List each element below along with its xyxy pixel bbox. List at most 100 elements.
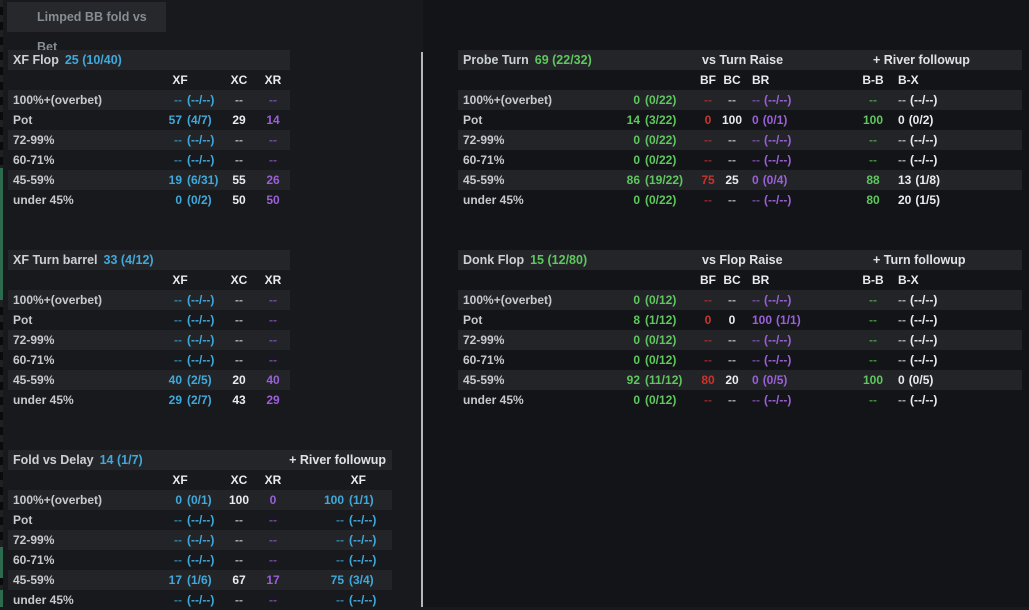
table-row[interactable]: 72-99% -- (--/--) -- -- -- (--/--) xyxy=(8,530,392,550)
bet-value: 0 xyxy=(633,193,640,207)
xf-fraction: (4/7) xyxy=(187,113,212,127)
table-row[interactable]: Pot -- (--/--) -- -- xyxy=(8,310,290,330)
br-cell: -- (--/--) xyxy=(743,150,848,170)
table-stat-fraction: (4/12) xyxy=(120,253,154,267)
table-row[interactable]: 60-71% 0 (0/22) -- -- -- (--/--) -- -- (--/--) xyxy=(458,150,1022,170)
br-cell: 0 (0/1) xyxy=(743,110,848,130)
table-row[interactable]: under 45% 0 (0/2) 50 50 xyxy=(8,190,290,210)
table-row[interactable]: 45-59% 86 (19/22) 75 25 0 (0/4) 88 13 (1/8) xyxy=(458,170,1022,190)
xc-value: -- xyxy=(235,133,243,147)
column-header-row: BF BC BR B-B B-X xyxy=(458,270,1022,290)
row-label: 72-99% xyxy=(13,333,55,347)
col-header-bb: B-B xyxy=(862,73,884,87)
xr-value: -- xyxy=(269,353,277,367)
xr-value: 50 xyxy=(266,193,280,207)
river-xf-value: -- xyxy=(336,513,344,527)
table-row[interactable]: 100%+(overbet) -- (--/--) -- -- xyxy=(8,290,290,310)
table-row[interactable]: 45-59% 19 (6/31) 55 26 xyxy=(8,170,290,190)
row-label: Pot xyxy=(463,313,483,327)
br-value: -- xyxy=(752,93,760,107)
br-cell: -- (--/--) xyxy=(743,90,848,110)
xf-value: -- xyxy=(174,513,182,527)
row-label: Pot xyxy=(13,113,33,127)
table-row[interactable]: 100%+(overbet) -- (--/--) -- -- xyxy=(8,90,290,110)
xf-value: -- xyxy=(174,533,182,547)
xf-value: -- xyxy=(174,293,182,307)
bf-value: -- xyxy=(704,333,712,347)
bet-value: 0 xyxy=(633,393,640,407)
table-row[interactable]: 100%+(overbet) 0 (0/12) -- -- -- (--/--) -- -- (-… xyxy=(458,290,1022,310)
table-row[interactable]: Pot -- (--/--) -- -- -- (--/--) xyxy=(8,510,392,530)
table-row[interactable]: 72-99% 0 (0/22) -- -- -- (--/--) -- -- (--/--) xyxy=(458,130,1022,150)
river-xf-fraction: (3/4) xyxy=(349,573,374,587)
table-row[interactable]: Pot 14 (3/22) 0 100 0 (0/1) 100 0 (0/2) xyxy=(458,110,1022,130)
bet-fraction: (1/12) xyxy=(645,313,677,327)
xf-value: -- xyxy=(174,133,182,147)
table-row[interactable]: 72-99% -- (--/--) -- -- xyxy=(8,130,290,150)
left-edge-strip xyxy=(0,0,3,607)
bet-value: 14 xyxy=(626,113,640,127)
bx-value: 20 xyxy=(898,193,912,207)
col-header-river-xf: XF xyxy=(350,473,366,487)
table-stat-fraction: (12/80) xyxy=(547,253,588,267)
table-title: Donk Flop xyxy=(463,253,525,267)
bet-fraction: (0/12) xyxy=(645,393,677,407)
table-row[interactable]: 60-71% 0 (0/12) -- -- -- (--/--) -- -- (--/--) xyxy=(458,350,1022,370)
xc-value: -- xyxy=(235,93,243,107)
row-label: 100%+(overbet) xyxy=(463,93,553,107)
row-label: under 45% xyxy=(13,593,74,607)
xr-value: 40 xyxy=(266,373,280,387)
table-row[interactable]: 72-99% 0 (0/12) -- -- -- (--/--) -- -- (--/--) xyxy=(458,330,1022,350)
xc-value: 100 xyxy=(228,493,250,507)
xc-value: -- xyxy=(235,313,243,327)
xr-value: -- xyxy=(269,293,277,307)
table-row[interactable]: 72-99% -- (--/--) -- -- xyxy=(8,330,290,350)
table-row[interactable]: under 45% 0 (0/12) -- -- -- (--/--) -- -- (--/--) xyxy=(458,390,1022,410)
xf-value: -- xyxy=(174,553,182,567)
xc-value: -- xyxy=(235,333,243,347)
xf-fraction: (--/--) xyxy=(187,293,215,307)
table-stat-value: 14 xyxy=(99,453,114,467)
col-header-bx: B-X xyxy=(898,273,919,287)
bet-fraction: (0/22) xyxy=(645,93,677,107)
xc-value: 67 xyxy=(232,573,246,587)
popup-tab[interactable]: Limped BB fold vs Bet xyxy=(7,2,166,54)
table-row[interactable]: 45-59% 92 (11/12) 80 20 0 (0/5) 100 0 (0/5) xyxy=(458,370,1022,390)
table-row[interactable]: 45-59% 17 (1/6) 67 17 75 (3/4) xyxy=(8,570,392,590)
bx-value: -- xyxy=(898,313,906,327)
column-header-row: BF BC BR B-B B-X xyxy=(458,70,1022,90)
table-title-bar: XF Flop 25 (10/40) xyxy=(8,50,290,70)
br-cell: -- (--/--) xyxy=(743,190,848,210)
br-fraction: (--/--) xyxy=(764,153,792,167)
xr-value: -- xyxy=(269,133,277,147)
bx-value: -- xyxy=(898,133,906,147)
table-row[interactable]: 100%+(overbet) 0 (0/22) -- -- -- (--/--) -- -- (-… xyxy=(458,90,1022,110)
table-row[interactable]: Pot 57 (4/7) 29 14 xyxy=(8,110,290,130)
br-value: -- xyxy=(752,153,760,167)
bet-value: 8 xyxy=(633,313,640,327)
bx-cell: 0 (0/2) xyxy=(898,110,1022,130)
river-xf-fraction: (--/--) xyxy=(349,513,377,527)
river-xf-value: 75 xyxy=(330,573,344,587)
table-title: Probe Turn xyxy=(463,53,529,67)
table-row[interactable]: 45-59% 40 (2/5) 20 40 xyxy=(8,370,290,390)
table-row[interactable]: 60-71% -- (--/--) -- -- -- (--/--) xyxy=(8,550,392,570)
table-row[interactable]: 60-71% -- (--/--) -- -- xyxy=(8,350,290,370)
table-row[interactable]: 100%+(overbet) 0 (0/1) 100 0 100 (1/1) xyxy=(8,490,392,510)
xc-value: -- xyxy=(235,513,243,527)
xf-turn-barrel-table: XF Turn barrel 33 (4/12) XF XC XR 100%+(ove… xyxy=(8,250,290,410)
table-row[interactable]: Pot 8 (1/12) 0 0 100 (1/1) -- -- (--/--) xyxy=(458,310,1022,330)
bet-value: 0 xyxy=(633,333,640,347)
bet-value: 0 xyxy=(633,353,640,367)
table-row[interactable]: under 45% 0 (0/22) -- -- -- (--/--) 80 20 (1/5) xyxy=(458,190,1022,210)
xc-value: -- xyxy=(235,153,243,167)
col-header-xf: XF xyxy=(172,473,188,487)
table-row[interactable]: under 45% 29 (2/7) 43 29 xyxy=(8,390,290,410)
table-row[interactable]: under 45% -- (--/--) -- -- -- (--/--) xyxy=(8,590,392,610)
xf-value: 17 xyxy=(168,573,182,587)
col-header-xc: XC xyxy=(230,273,248,287)
river-xf-value: -- xyxy=(336,533,344,547)
table-row[interactable]: 60-71% -- (--/--) -- -- xyxy=(8,150,290,170)
br-value: 0 xyxy=(752,373,759,387)
col-header-xf: XF xyxy=(172,273,188,287)
